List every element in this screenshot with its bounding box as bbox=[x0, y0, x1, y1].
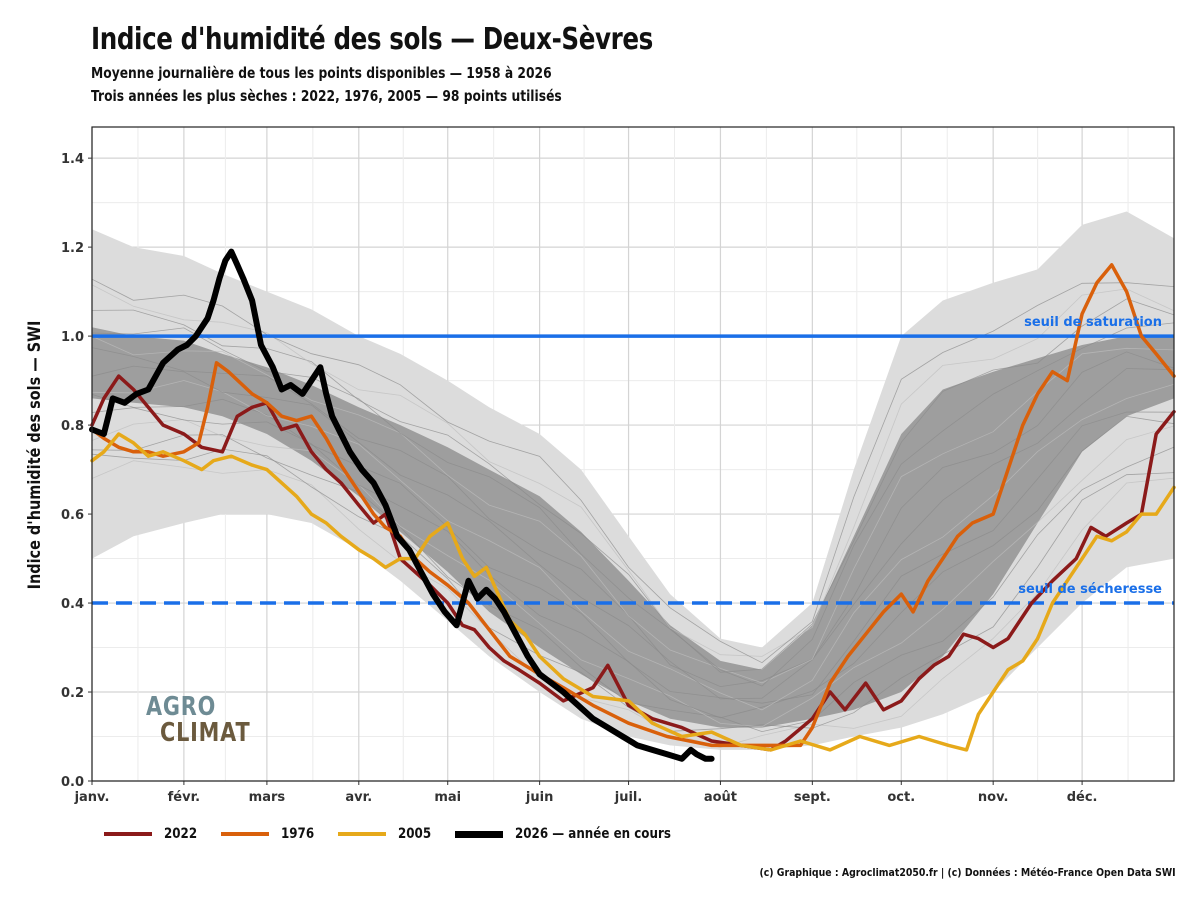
historical-year-line bbox=[91, 298, 1175, 673]
historical-year-line bbox=[91, 419, 1175, 728]
chart-title: Indice d'humidité des sols — Deux-Sèvres bbox=[91, 22, 653, 57]
legend-label-2005: 2005 bbox=[397, 826, 432, 842]
y-tick-label: 0.0 bbox=[61, 775, 84, 790]
historical-year-line bbox=[91, 284, 1175, 657]
x-tick-label: août bbox=[704, 790, 737, 805]
legend-item-2022: 2022 bbox=[104, 826, 203, 842]
plot-border bbox=[91, 126, 1175, 782]
legend-item-2026: 2026 — année en cours bbox=[454, 826, 698, 842]
legend-swatch-2026 bbox=[454, 830, 503, 838]
historical-year-line bbox=[91, 394, 1175, 704]
y-tick-label: 0.8 bbox=[61, 419, 84, 434]
series-line-2022 bbox=[90, 374, 1176, 752]
x-tick-label: mai bbox=[434, 790, 461, 805]
y-tick-label: 0.6 bbox=[61, 508, 84, 523]
legend-item-2005: 2005 bbox=[337, 826, 437, 842]
x-tick-label: mars bbox=[249, 790, 286, 805]
y-tick-label: 0.4 bbox=[61, 597, 84, 612]
series-line-1976 bbox=[90, 263, 1176, 748]
y-tick-label: 1.4 bbox=[61, 152, 84, 167]
legend-label-1976: 1976 bbox=[280, 826, 315, 842]
envelope-inner bbox=[92, 327, 1174, 728]
historical-year-line bbox=[91, 365, 1175, 700]
legend-item-1976: 1976 bbox=[220, 826, 320, 842]
legend-swatch-2005 bbox=[337, 832, 386, 836]
x-tick-label: nov. bbox=[978, 790, 1009, 805]
y-tick-label: 1.2 bbox=[61, 241, 84, 256]
historical-year-line bbox=[91, 322, 1175, 687]
historical-year-line bbox=[91, 380, 1175, 711]
legend-swatch-1976 bbox=[220, 832, 269, 836]
x-tick-label: juil. bbox=[614, 790, 643, 805]
historical-year-line bbox=[91, 335, 1175, 684]
legend-swatch-2022 bbox=[104, 832, 152, 836]
x-tick-label: janv. bbox=[74, 790, 110, 805]
series-line-2005 bbox=[90, 432, 1176, 752]
chart-subtitle-1: Moyenne journalière de tous les points d… bbox=[91, 64, 552, 82]
x-tick-label: sept. bbox=[794, 790, 831, 805]
x-tick-label: oct. bbox=[887, 790, 915, 805]
historical-year-line bbox=[91, 407, 1175, 719]
series-line-2026 bbox=[89, 248, 715, 762]
saturation-threshold-label: seuil de saturation bbox=[1024, 315, 1162, 330]
x-tick-label: juin bbox=[525, 790, 553, 805]
legend-label-2026: 2026 — année en cours bbox=[514, 826, 671, 842]
y-tick-label: 1.0 bbox=[61, 330, 84, 345]
logo-text-bottom: CLIMAT bbox=[160, 718, 251, 748]
legend-label-2022: 2022 bbox=[164, 826, 198, 842]
drought-threshold-label: seuil de sécheresse bbox=[1018, 582, 1162, 597]
y-tick-label: 0.2 bbox=[61, 686, 84, 701]
x-tick-label: déc. bbox=[1067, 790, 1098, 805]
credit-text: (c) Graphique : Agroclimat2050.fr | (c) … bbox=[759, 866, 1176, 879]
logo-text-top: AGRO bbox=[146, 692, 217, 722]
legend: 2022 1976 2005 2026 — année en cours bbox=[104, 826, 716, 842]
x-tick-label: févr. bbox=[168, 790, 200, 805]
chart-subtitle-2: Trois années les plus sèches : 2022, 197… bbox=[91, 87, 562, 105]
x-tick-label: avr. bbox=[345, 790, 372, 805]
agroclimat-logo: AGRO CLIMAT bbox=[146, 692, 273, 748]
